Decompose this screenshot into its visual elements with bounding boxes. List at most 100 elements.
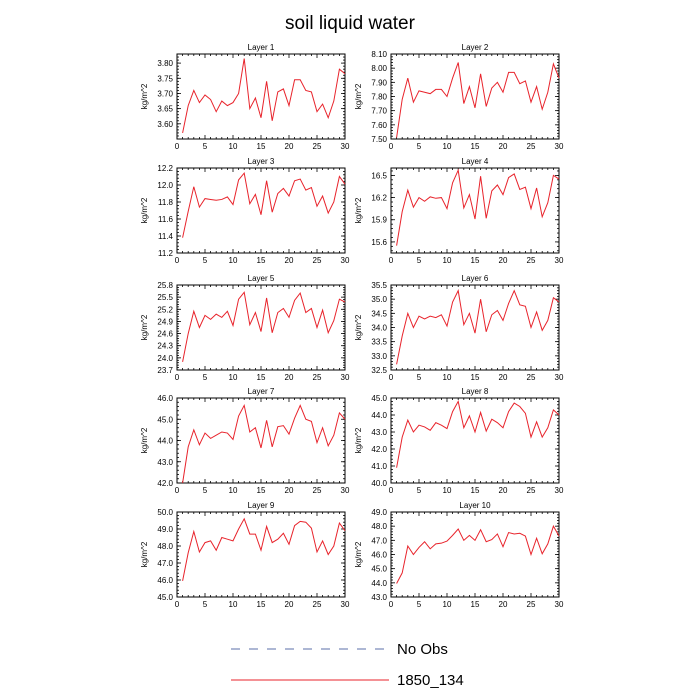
y-tick-label: 8.00	[371, 64, 387, 73]
x-tick-label: 5	[417, 373, 422, 382]
x-tick-label: 5	[417, 486, 422, 495]
series-line-1850-134	[182, 403, 346, 484]
x-tick-label: 0	[389, 373, 394, 382]
x-tick-label: 30	[555, 600, 564, 609]
y-tick-label: 32.5	[371, 366, 387, 375]
y-axis-label: kg/m^2	[140, 314, 149, 340]
series-line-1850-134	[182, 171, 346, 238]
y-tick-label: 43.0	[371, 593, 387, 602]
y-tick-label: 16.5	[371, 171, 387, 180]
y-tick-label: 46.0	[157, 394, 173, 403]
y-tick-label: 49.0	[157, 525, 173, 534]
x-tick-label: 25	[313, 256, 322, 265]
panel-frame	[390, 167, 560, 254]
x-tick-label: 30	[555, 486, 564, 495]
series-line-1850-134	[396, 289, 560, 365]
x-tick-label: 5	[203, 600, 208, 609]
x-tick-label: 25	[527, 142, 536, 151]
y-tick-label: 45.0	[157, 593, 173, 602]
x-tick-label: 20	[499, 142, 508, 151]
x-tick-label: 25	[527, 256, 536, 265]
y-tick-label: 34.5	[371, 309, 387, 318]
y-axis-label: kg/m^2	[140, 83, 149, 109]
y-tick-label: 24.6	[157, 330, 173, 339]
panel-7: Layer 7 kg/m^2 0 5 10 15 20 25 30 42.0 43.0 44.0 45.…	[140, 387, 350, 495]
x-tick-label: 30	[555, 142, 564, 151]
y-tick-label: 42.0	[371, 445, 387, 454]
y-tick-label: 47.0	[371, 536, 387, 545]
x-tick-label: 25	[313, 486, 322, 495]
x-tick-label: 25	[313, 373, 322, 382]
x-tick-label: 30	[341, 373, 350, 382]
panel-title: Layer 9	[248, 501, 275, 510]
y-tick-label: 33.0	[371, 352, 387, 361]
x-tick-label: 15	[471, 486, 480, 495]
x-tick-label: 15	[257, 142, 266, 151]
y-tick-label: 50.0	[157, 508, 173, 517]
y-tick-label: 7.70	[371, 107, 387, 116]
y-tick-label: 41.0	[371, 462, 387, 471]
y-tick-label: 7.50	[371, 135, 387, 144]
y-tick-label: 46.0	[157, 576, 173, 585]
series-line-1850-134	[396, 524, 560, 584]
x-tick-label: 30	[555, 373, 564, 382]
panel-1: Layer 1 kg/m^2 0 5 10 15 20 25 30 3.60 3.65 3.70 3.7…	[140, 43, 350, 151]
y-tick-label: 8.10	[371, 50, 387, 59]
y-tick-label: 45.0	[371, 565, 387, 574]
y-tick-label: 24.9	[157, 317, 173, 326]
y-tick-label: 7.80	[371, 93, 387, 102]
panel-10: Layer 10 kg/m^2 0 5 10 15 20 25 30 43.0 44.0 45.0 46…	[354, 501, 564, 609]
y-axis-label: kg/m^2	[354, 427, 363, 453]
x-tick-label: 0	[389, 486, 394, 495]
y-tick-label: 34.0	[371, 324, 387, 333]
panel-title: Layer 5	[248, 274, 275, 283]
y-tick-label: 11.4	[158, 232, 174, 241]
panel-6: Layer 6 kg/m^2 0 5 10 15 20 25 30 32.5 33.0 33.5 34.…	[354, 274, 564, 382]
x-tick-label: 25	[527, 600, 536, 609]
y-tick-label: 33.5	[371, 338, 387, 347]
y-tick-label: 15.9	[371, 216, 387, 225]
y-tick-label: 16.2	[371, 194, 387, 203]
x-tick-label: 25	[313, 142, 322, 151]
panel-title: Layer 4	[462, 157, 489, 166]
x-tick-label: 0	[175, 486, 180, 495]
x-tick-label: 25	[527, 486, 536, 495]
y-tick-label: 35.5	[371, 281, 387, 290]
x-tick-label: 10	[443, 373, 452, 382]
y-tick-label: 47.0	[157, 559, 173, 568]
x-tick-label: 30	[341, 256, 350, 265]
x-tick-label: 5	[203, 142, 208, 151]
y-tick-label: 25.2	[157, 305, 173, 314]
y-tick-label: 7.60	[371, 121, 387, 130]
series-line-1850-134	[396, 62, 560, 138]
x-tick-label: 0	[175, 600, 180, 609]
panel-frame	[390, 397, 560, 484]
y-axis-label: kg/m^2	[354, 83, 363, 109]
y-tick-label: 24.0	[157, 354, 173, 363]
x-tick-label: 10	[229, 142, 238, 151]
y-tick-label: 11.2	[158, 249, 174, 258]
x-tick-label: 15	[471, 373, 480, 382]
y-tick-label: 3.70	[157, 89, 173, 98]
panel-title: Layer 10	[459, 501, 491, 510]
panel-grid: Layer 1 kg/m^2 0 5 10 15 20 25 30 3.60 3.65 3.70 3.7…	[140, 43, 564, 609]
series-line-1850-134	[182, 58, 346, 134]
y-tick-label: 44.0	[371, 411, 387, 420]
y-axis-label: kg/m^2	[140, 197, 149, 223]
x-tick-label: 0	[175, 142, 180, 151]
x-tick-label: 10	[443, 142, 452, 151]
x-tick-label: 5	[417, 256, 422, 265]
x-tick-label: 20	[499, 486, 508, 495]
legend-label-1850-134: 1850_134	[397, 672, 464, 689]
panel-frame	[176, 53, 346, 140]
y-axis-label: kg/m^2	[140, 541, 149, 567]
x-tick-label: 5	[203, 373, 208, 382]
x-tick-label: 25	[527, 373, 536, 382]
x-tick-label: 10	[443, 600, 452, 609]
x-tick-label: 15	[257, 256, 266, 265]
panel-frame	[176, 284, 346, 371]
chart-title: soil liquid water	[285, 13, 416, 34]
y-tick-label: 7.90	[371, 78, 387, 87]
panel-2: Layer 2 kg/m^2 0 5 10 15 20 25 30 7.50 7.60 7.70 7.8…	[354, 43, 564, 151]
